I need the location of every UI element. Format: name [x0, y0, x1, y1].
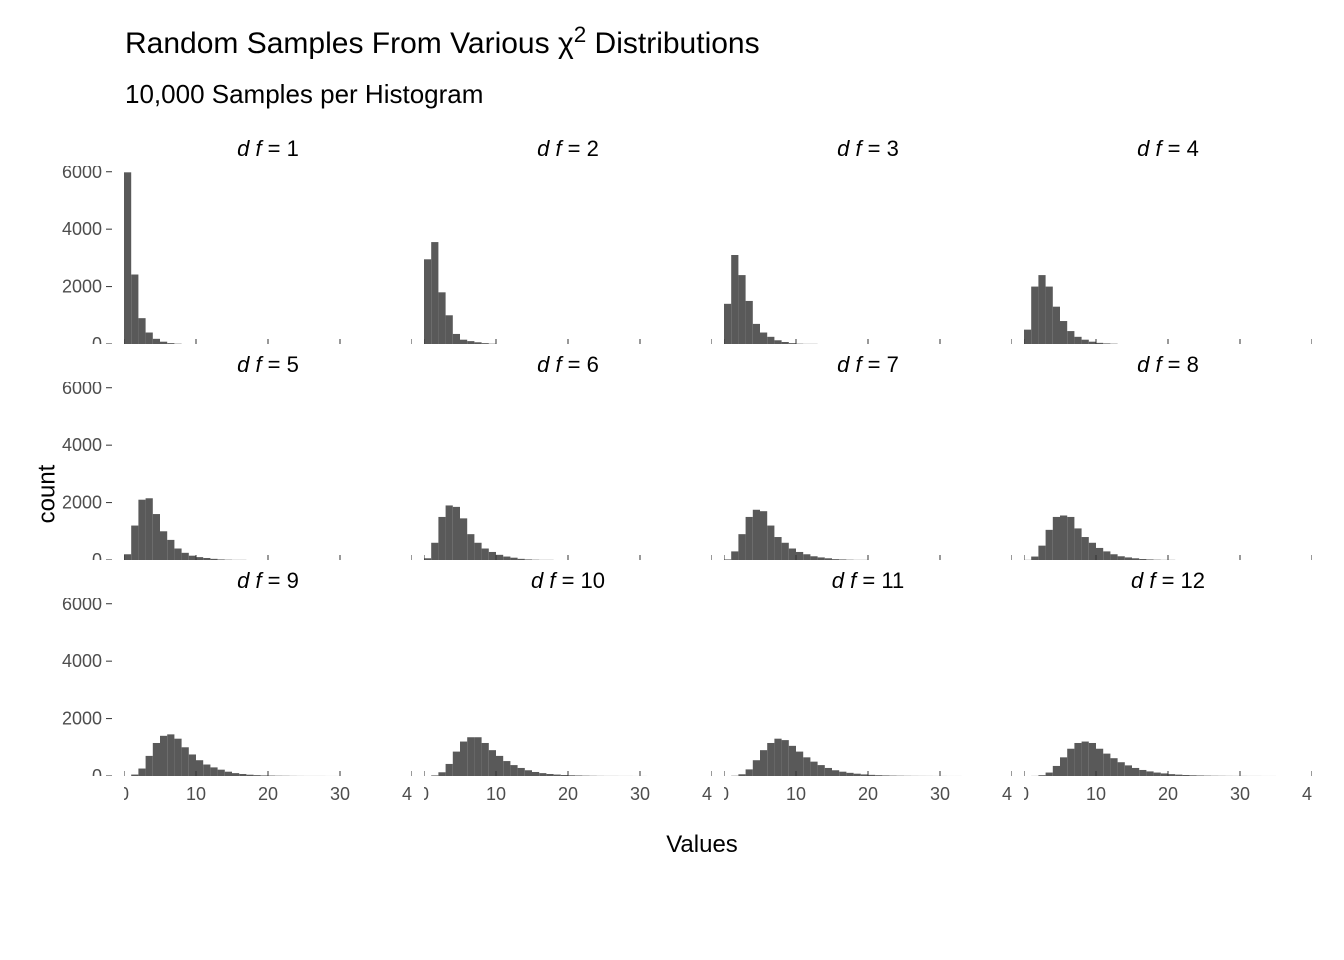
histogram-panel-df-11 — [724, 598, 1012, 776]
facet-title-df-4: d f = 4 — [1024, 128, 1312, 166]
title-symbol: χ — [558, 27, 574, 60]
x-axis-label: Values — [100, 831, 1304, 859]
svg-text:0: 0 — [424, 784, 429, 804]
x-axis-ticks: 0 10 20 30 40 — [124, 776, 412, 825]
histogram-panel-df-1 — [124, 166, 412, 344]
svg-text:10: 10 — [1086, 784, 1106, 804]
svg-text:4000: 4000 — [62, 651, 102, 671]
histogram-panel-df-12 — [1024, 598, 1312, 776]
histogram-panel-df-4 — [1024, 166, 1312, 344]
svg-text:20: 20 — [258, 784, 278, 804]
histogram-panel-df-3 — [724, 166, 1012, 344]
facet-title-df-9: d f = 9 — [124, 560, 412, 598]
svg-text:30: 30 — [330, 784, 350, 804]
facet-title-df-11: d f = 11 — [724, 560, 1012, 598]
svg-text:0: 0 — [124, 784, 129, 804]
y-axis-ticks: 0 2000 4000 6000 — [52, 382, 112, 560]
facet-title-df-3: d f = 3 — [724, 128, 1012, 166]
svg-text:40: 40 — [1002, 784, 1012, 804]
svg-text:2000: 2000 — [62, 277, 102, 297]
x-axis-ticks: 0 10 20 30 40 — [1024, 776, 1312, 825]
title-prefix: Random Samples From Various — [125, 27, 558, 60]
grid-spacer — [52, 128, 112, 166]
y-axis-ticks: 0 2000 4000 6000 — [52, 166, 112, 344]
facet-title-df-8: d f = 8 — [1024, 344, 1312, 382]
histogram-panel-df-8 — [1024, 382, 1312, 560]
facet-title-df-2: d f = 2 — [424, 128, 712, 166]
svg-text:4000: 4000 — [62, 435, 102, 455]
svg-text:6000: 6000 — [62, 598, 102, 614]
svg-text:0: 0 — [92, 550, 102, 560]
svg-text:2000: 2000 — [62, 709, 102, 729]
facet-title-df-6: d f = 6 — [424, 344, 712, 382]
svg-text:20: 20 — [858, 784, 878, 804]
facet-title-df-5: d f = 5 — [124, 344, 412, 382]
title-superscript: 2 — [574, 22, 587, 47]
svg-text:30: 30 — [1230, 784, 1250, 804]
svg-text:0: 0 — [92, 334, 102, 344]
histogram-panel-df-2 — [424, 166, 712, 344]
svg-text:40: 40 — [702, 784, 712, 804]
facet-title-df-1: d f = 1 — [124, 128, 412, 166]
svg-text:40: 40 — [402, 784, 412, 804]
title-suffix: Distributions — [586, 27, 759, 60]
histogram-panel-df-6 — [424, 382, 712, 560]
histogram-panel-df-10 — [424, 598, 712, 776]
figure-root: Random Samples From Various χ2 Distribut… — [0, 0, 1344, 960]
svg-text:6000: 6000 — [62, 382, 102, 398]
histogram-panel-df-7 — [724, 382, 1012, 560]
facet-grid-wrap: count d f = 1d f = 2d f = 3d f = 4020004… — [40, 128, 1304, 859]
histogram-panel-df-9 — [124, 598, 412, 776]
grid-spacer — [52, 344, 112, 382]
svg-text:0: 0 — [724, 784, 729, 804]
svg-text:4000: 4000 — [62, 219, 102, 239]
figure-title: Random Samples From Various χ2 Distribut… — [125, 22, 1304, 61]
svg-text:30: 30 — [630, 784, 650, 804]
facet-title-df-10: d f = 10 — [424, 560, 712, 598]
grid-spacer — [52, 560, 112, 598]
facet-title-df-7: d f = 7 — [724, 344, 1012, 382]
svg-text:40: 40 — [1302, 784, 1312, 804]
x-axis-ticks: 0 10 20 30 40 — [724, 776, 1012, 825]
svg-text:6000: 6000 — [62, 166, 102, 182]
svg-text:10: 10 — [486, 784, 506, 804]
svg-text:0: 0 — [1024, 784, 1029, 804]
facet-title-df-12: d f = 12 — [1024, 560, 1312, 598]
svg-text:20: 20 — [558, 784, 578, 804]
figure-subtitle: 10,000 Samples per Histogram — [125, 79, 1304, 110]
y-axis-ticks: 0 2000 4000 6000 — [52, 598, 112, 776]
svg-text:10: 10 — [786, 784, 806, 804]
facet-grid: d f = 1d f = 2d f = 3d f = 4020004000600… — [52, 128, 1304, 825]
svg-text:10: 10 — [186, 784, 206, 804]
grid-spacer — [52, 776, 112, 825]
histogram-panel-df-5 — [124, 382, 412, 560]
x-axis-ticks: 0 10 20 30 40 — [424, 776, 712, 825]
svg-text:0: 0 — [92, 766, 102, 776]
svg-text:20: 20 — [1158, 784, 1178, 804]
svg-text:2000: 2000 — [62, 493, 102, 513]
svg-text:30: 30 — [930, 784, 950, 804]
